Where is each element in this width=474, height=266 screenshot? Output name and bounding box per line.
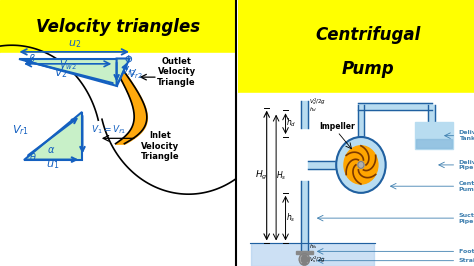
- Text: $V_1=V_{f1}$: $V_1=V_{f1}$: [91, 124, 126, 136]
- Bar: [357, 103, 432, 110]
- Bar: [415, 122, 453, 149]
- Text: $V_{w2}$: $V_{w2}$: [59, 58, 77, 72]
- Polygon shape: [19, 59, 117, 86]
- Polygon shape: [24, 112, 82, 160]
- Text: Foot valve: Foot valve: [459, 249, 474, 254]
- Text: $H_g$: $H_g$: [255, 169, 267, 182]
- Bar: [301, 101, 308, 128]
- Bar: [251, 243, 374, 266]
- Circle shape: [299, 253, 310, 265]
- Text: Delivery
Tank: Delivery Tank: [459, 130, 474, 141]
- Bar: [0, 0, 236, 53]
- Text: $V_s^2/2g$: $V_s^2/2g$: [309, 254, 326, 265]
- Bar: [296, 251, 313, 254]
- Text: $V_2$: $V_2$: [54, 66, 68, 80]
- Text: $V_{f2}$: $V_{f2}$: [121, 64, 136, 78]
- Text: $H_s$: $H_s$: [275, 169, 286, 182]
- Bar: [238, 0, 474, 93]
- Text: $h_d$: $h_d$: [309, 106, 317, 114]
- Bar: [301, 181, 308, 253]
- Text: Outlet
Velocity
Triangle: Outlet Velocity Triangle: [157, 57, 196, 87]
- Circle shape: [336, 137, 386, 193]
- Text: $\beta$: $\beta$: [28, 52, 36, 66]
- Text: $V_{r2}$: $V_{r2}$: [128, 67, 144, 81]
- Text: $\Phi$: $\Phi$: [124, 52, 133, 65]
- Text: $h_{fs}$: $h_{fs}$: [309, 243, 318, 251]
- Bar: [415, 122, 453, 149]
- Text: Velocity triangles: Velocity triangles: [36, 18, 200, 36]
- Polygon shape: [117, 59, 129, 86]
- Bar: [250, 230, 375, 266]
- Bar: [0, 53, 236, 266]
- Bar: [238, 93, 474, 266]
- Text: $V_d^2/2g$: $V_d^2/2g$: [309, 96, 326, 107]
- Text: Strainer: Strainer: [459, 258, 474, 263]
- Text: Centrifugal: Centrifugal: [315, 26, 421, 44]
- Text: $h_d$: $h_d$: [286, 116, 296, 128]
- Text: Impeller: Impeller: [319, 122, 355, 131]
- Text: $h_s$: $h_s$: [286, 212, 295, 224]
- Text: $V_{r1}$: $V_{r1}$: [12, 123, 29, 137]
- Text: $u_1$: $u_1$: [46, 160, 60, 171]
- Circle shape: [358, 161, 364, 168]
- Bar: [308, 161, 336, 169]
- Text: $\theta$: $\theta$: [29, 151, 37, 163]
- Bar: [357, 105, 364, 137]
- Text: $\alpha$: $\alpha$: [47, 145, 55, 155]
- Text: Pump: Pump: [342, 60, 394, 78]
- Text: Suction
Pipe: Suction Pipe: [459, 213, 474, 223]
- Text: Delivery
Pipe: Delivery Pipe: [459, 160, 474, 170]
- Text: $u_2$: $u_2$: [68, 39, 81, 50]
- Bar: [428, 105, 435, 141]
- Bar: [416, 139, 452, 148]
- Text: Inlet
Velocity
Triangle: Inlet Velocity Triangle: [141, 131, 180, 161]
- Circle shape: [344, 146, 378, 184]
- Text: Centrifugal
Pump: Centrifugal Pump: [459, 181, 474, 192]
